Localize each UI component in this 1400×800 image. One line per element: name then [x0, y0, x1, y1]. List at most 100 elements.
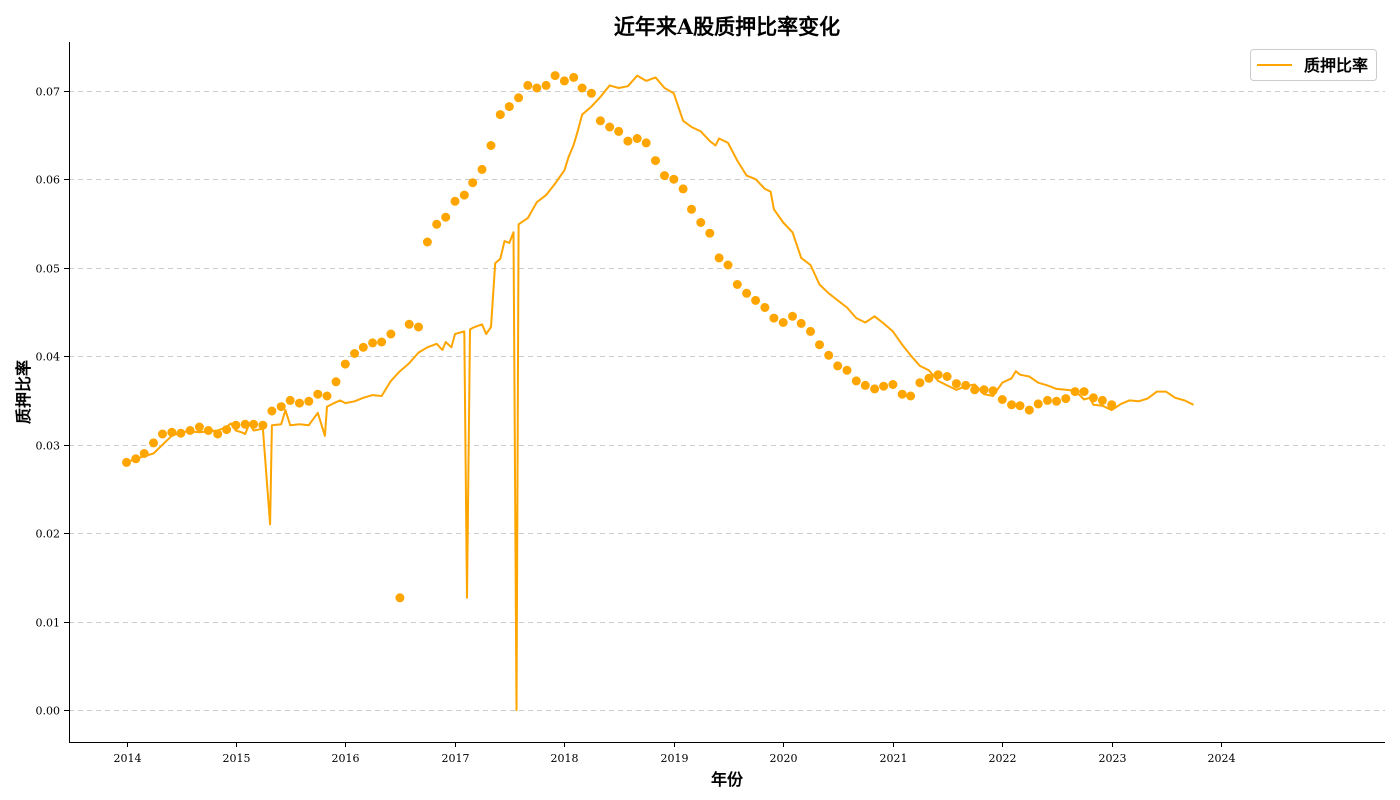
data-point-marker [1097, 395, 1107, 405]
x-tick-label: 2015 [223, 752, 251, 765]
x-tick-label: 2019 [661, 752, 689, 765]
legend-label: 质押比率 [1304, 56, 1368, 75]
data-point-marker [1079, 387, 1089, 397]
data-point-marker [559, 76, 569, 86]
y-tick-label: 0.01 [36, 617, 61, 630]
data-point-marker [605, 122, 615, 132]
data-point-marker [714, 253, 724, 263]
data-point-marker [915, 378, 925, 388]
data-point-marker [723, 260, 733, 270]
x-tick-label: 2017 [442, 752, 470, 765]
data-point-marker [632, 134, 642, 143]
legend-frame [1250, 49, 1377, 81]
data-point-marker [459, 190, 469, 200]
y-tick-label: 0.00 [36, 705, 61, 718]
data-point-marker [322, 391, 332, 401]
data-point-marker [532, 83, 542, 93]
data-point-marker [842, 365, 852, 375]
data-point-marker [678, 184, 688, 194]
data-point-marker [569, 72, 579, 82]
data-point-marker [295, 398, 304, 408]
data-point-marker [504, 102, 514, 112]
data-point-marker [541, 80, 551, 90]
data-point-marker [751, 295, 761, 305]
marker-layer [122, 71, 1117, 603]
data-point-marker [1024, 405, 1034, 415]
data-point-marker [732, 280, 742, 289]
x-axis-label: 年份 [711, 770, 744, 789]
chart-title: 近年来A股质押比率变化 [614, 14, 840, 39]
data-point-marker [176, 428, 186, 438]
data-point-marker [760, 303, 770, 312]
data-point-marker [870, 384, 880, 394]
data-point-marker [906, 391, 916, 401]
axis-layer [69, 42, 1385, 743]
data-point-marker [696, 218, 706, 227]
data-point-marker [879, 381, 889, 391]
data-point-marker [285, 395, 295, 405]
y-tick-label: 0.06 [36, 174, 61, 187]
data-point-marker [897, 389, 907, 399]
data-point-marker [422, 237, 432, 247]
y-tick-label: 0.03 [36, 440, 61, 453]
data-point-marker [778, 318, 788, 327]
data-point-marker [669, 174, 679, 184]
data-point-marker [687, 204, 696, 214]
plot-layer [126, 74, 1194, 712]
tick-layer: 0.00 0.01 0.02 0.03 0.04 0.05 0.06 0.07 2014 2015… [36, 86, 1236, 766]
data-point-marker [815, 340, 824, 350]
data-point-marker [742, 288, 752, 298]
data-point-marker [313, 389, 323, 399]
x-tick-label: 2023 [1099, 752, 1127, 765]
data-point-marker [514, 93, 524, 103]
data-point-marker [824, 350, 834, 360]
data-point-marker [933, 370, 943, 380]
data-point-marker [222, 425, 232, 435]
data-point-marker [924, 373, 934, 383]
y-tick-label: 0.07 [36, 86, 61, 99]
x-tick-label: 2021 [880, 752, 908, 765]
data-point-marker [131, 454, 141, 464]
data-point-marker [660, 171, 669, 181]
data-point-marker [350, 349, 360, 358]
data-point-marker [185, 426, 195, 435]
data-point-marker [833, 361, 843, 371]
data-point-marker [806, 326, 815, 336]
data-point-marker [595, 116, 605, 126]
data-point-marker [586, 88, 596, 98]
data-point-marker [122, 457, 131, 467]
data-point-marker [486, 141, 496, 150]
data-point-marker [194, 422, 204, 432]
data-point-marker [258, 420, 268, 430]
data-point-marker [970, 385, 980, 395]
data-point-marker [340, 359, 350, 369]
data-point-marker [1107, 400, 1117, 410]
data-point-marker [441, 212, 451, 222]
data-point-marker [623, 136, 633, 146]
y-tick-label: 0.05 [36, 263, 61, 276]
data-point-marker [523, 80, 533, 90]
series-line [126, 74, 1194, 712]
x-tick-label: 2022 [989, 752, 1017, 765]
data-point-marker [377, 337, 387, 347]
data-point-marker [276, 402, 286, 412]
data-point-marker [167, 427, 177, 437]
data-point-marker [358, 342, 368, 352]
data-point-marker [988, 386, 998, 396]
data-point-marker [450, 196, 460, 206]
data-point-marker [1061, 394, 1071, 404]
data-point-marker [1088, 393, 1098, 403]
data-point-marker [331, 377, 341, 387]
data-point-marker [158, 429, 167, 439]
data-point-marker [705, 228, 715, 238]
y-tick-label: 0.02 [36, 528, 61, 541]
data-point-marker [888, 380, 898, 389]
data-point-marker [240, 419, 250, 429]
data-point-marker [432, 219, 442, 229]
data-point-marker [468, 178, 478, 188]
data-point-marker [267, 406, 277, 416]
data-point-marker [1052, 396, 1061, 406]
data-point-marker [577, 83, 587, 93]
data-point-marker [249, 419, 259, 429]
